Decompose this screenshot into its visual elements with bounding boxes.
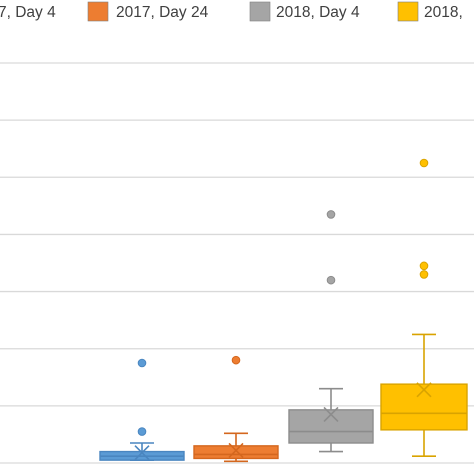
outlier-point bbox=[419, 261, 429, 271]
outlier-point bbox=[326, 210, 336, 219]
mean-marker bbox=[134, 445, 150, 461]
legend-label: 2017, Day 24 bbox=[116, 4, 209, 21]
mean-marker bbox=[228, 442, 244, 458]
mean-marker bbox=[416, 382, 432, 398]
box-iqr bbox=[288, 409, 374, 444]
outlier-point bbox=[231, 355, 241, 365]
box-iqr bbox=[193, 445, 279, 460]
box-series-2 bbox=[193, 355, 279, 463]
legend-swatch bbox=[397, 1, 419, 22]
legend-swatch bbox=[249, 1, 271, 22]
box-series-3 bbox=[288, 210, 374, 453]
legend: 7, Day 4 2017, Day 24 2018, Day 4 2018, bbox=[0, 1, 463, 22]
box-series bbox=[99, 158, 468, 463]
legend-label: 2018, bbox=[424, 4, 463, 21]
legend-swatch bbox=[87, 1, 109, 22]
legend-label: 7, Day 4 bbox=[0, 4, 56, 21]
box-series-4 bbox=[380, 158, 468, 457]
box-series-1 bbox=[99, 358, 185, 461]
outlier-point bbox=[326, 275, 336, 285]
box-iqr bbox=[380, 383, 468, 431]
legend-label: 2018, Day 4 bbox=[276, 4, 360, 21]
outlier-point bbox=[419, 270, 429, 279]
outlier-point bbox=[419, 158, 429, 168]
outlier-point bbox=[137, 358, 147, 368]
gridlines bbox=[0, 62, 474, 464]
mean-marker bbox=[323, 406, 339, 422]
outlier-point bbox=[137, 427, 147, 436]
